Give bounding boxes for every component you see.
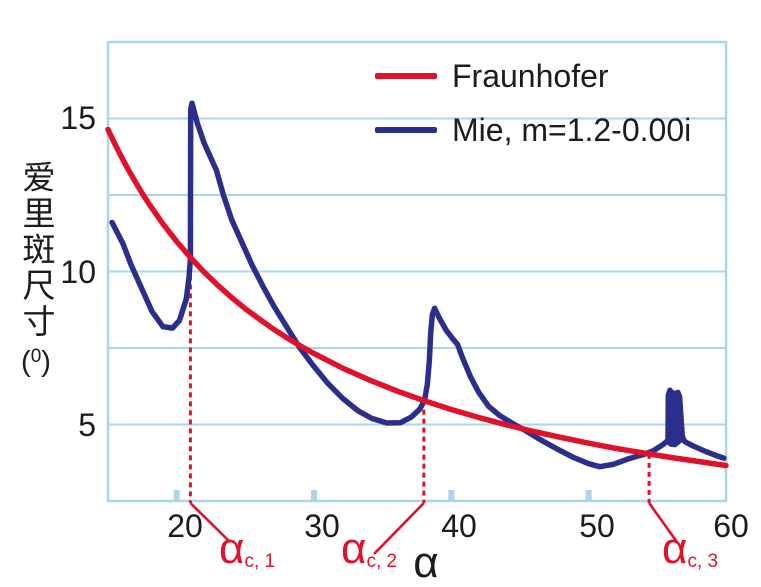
critical-label-alpha-c1: αc, 1	[219, 527, 275, 581]
x-tick-mark-40	[448, 490, 455, 500]
plot-frame	[106, 40, 728, 503]
y-axis-unit-close: )	[41, 346, 51, 378]
alpha-subscript: c, 3	[687, 551, 719, 572]
y-tick-label-10: 10	[60, 254, 96, 290]
alpha-glyph: α	[219, 524, 245, 573]
legend-label-mie: Mie, m=1.2-0.00i	[452, 112, 692, 148]
y-axis-unit: (0)	[8, 346, 64, 382]
x-tick-label-60: 60	[713, 508, 749, 544]
x-tick-label-30: 30	[304, 508, 340, 544]
critical-label-alpha-c2: αc, 2	[341, 527, 397, 581]
legend-swatch-fraunhofer	[375, 73, 437, 79]
y-tick-label-15: 15	[60, 100, 96, 136]
x-tick-label-40: 40	[441, 508, 477, 544]
mie-resonance-spike-fill	[666, 388, 685, 448]
alpha-glyph: α	[341, 524, 367, 573]
mie-curve	[109, 100, 727, 470]
y-axis-unit-sup: 0	[30, 346, 42, 367]
fraunhofer-curve	[105, 126, 729, 469]
legend-swatch-mie	[375, 127, 437, 133]
critical-leader-line-1	[189, 502, 230, 542]
y-tick-label-5: 5	[78, 407, 96, 443]
y-axis-title: 爱里斑尺寸	[22, 159, 56, 340]
x-axis-title: α	[413, 538, 439, 587]
legend-item-fraunhofer: Fraunhofer	[375, 58, 609, 94]
alpha-subscript: c, 1	[244, 551, 276, 572]
critical-leader-line-3	[648, 502, 679, 543]
x-tick-mark-30	[311, 490, 317, 500]
critical-label-alpha-c3: αc, 3	[662, 527, 718, 581]
alpha-glyph: α	[662, 524, 688, 573]
x-tick-label-50: 50	[579, 508, 615, 544]
y-axis-unit-open: (	[21, 346, 31, 378]
critical-leader-line-2	[373, 502, 425, 555]
legend-label-fraunhofer: Fraunhofer	[452, 58, 609, 94]
x-tick-label-20: 20	[167, 508, 203, 544]
alpha-subscript: c, 2	[366, 551, 398, 572]
x-tick-mark-50	[585, 490, 592, 500]
x-tick-mark-20	[173, 490, 180, 500]
legend-item-mie: Mie, m=1.2-0.00i	[375, 112, 691, 148]
